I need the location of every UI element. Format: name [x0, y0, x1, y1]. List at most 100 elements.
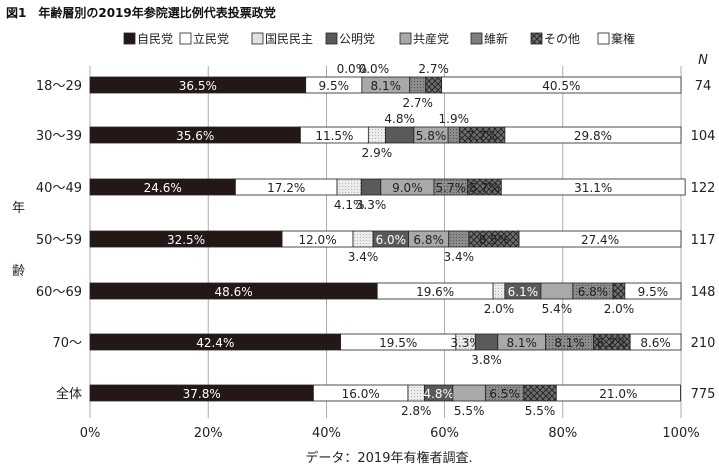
bar-segment [492, 282, 506, 300]
bar-segment [447, 126, 460, 144]
legend-swatch-0 [123, 32, 136, 45]
legend-label-4: 共産党 [413, 31, 449, 46]
legend-swatch-5 [470, 32, 483, 45]
data-label: 8.5% [479, 233, 510, 247]
data-label: 42.4% [196, 336, 234, 350]
n-value: 210 [691, 336, 716, 351]
data-label: 24.6% [144, 181, 182, 195]
data-label: 16.0% [342, 387, 380, 401]
x-tick-label: 60% [430, 426, 459, 441]
data-label: 31.1% [574, 181, 612, 195]
data-label: 0.0% [359, 62, 390, 76]
bar-segment [540, 282, 574, 300]
data-label: 6.2% [597, 336, 628, 350]
data-label: 36.5% [179, 79, 217, 93]
legend-swatch-1 [179, 32, 192, 45]
data-label: 3.8% [471, 353, 502, 367]
data-label: 29.8% [574, 129, 612, 143]
data-label: 19.6% [416, 285, 454, 299]
x-axis-ticks: 0% 20% 40% 60% 80% 100% [80, 426, 700, 441]
data-label: 3.3% [450, 336, 481, 350]
bar-segment [448, 230, 470, 248]
legend-swatch-7 [597, 32, 610, 45]
category-labels: 18〜29 30〜39 40〜49 50〜59 60〜69 70〜全体 [36, 79, 82, 402]
n-values: 74 104 122 117 148 210 775 [691, 79, 716, 402]
bar-segment [523, 384, 557, 402]
bar-segment [474, 333, 499, 351]
n-column-header: N [698, 53, 708, 68]
y-axis-label: 年 齢 [12, 201, 25, 279]
legend: 自民党 立民党 国民民主 公明党 共産党 維新 その他 棄権 [123, 31, 635, 46]
y-axis-label-char-2: 齢 [12, 264, 25, 279]
bar-segment [352, 230, 374, 248]
data-label: 19.5% [379, 336, 417, 350]
data-label: 4.1% [334, 198, 365, 212]
legend-label-0: 自民党 [137, 31, 173, 46]
data-label: 6.0% [376, 233, 407, 247]
data-label: 8.1% [371, 79, 402, 93]
data-label: 8.1% [554, 336, 585, 350]
category-label: 50〜59 [36, 233, 82, 248]
x-tick-label: 100% [662, 426, 699, 441]
data-label: 2.9% [362, 146, 393, 160]
bar-segment [612, 282, 626, 300]
category-label: 40〜49 [36, 181, 82, 196]
data-label: 37.8% [183, 387, 221, 401]
data-label: 8.1% [506, 336, 537, 350]
bar-segment [518, 230, 682, 248]
data-label: 7.7% [467, 129, 498, 143]
bars: 36.5% 9.5%0.0%0.0%8.1%2.7%2.7%40.5%35.6% 1… [89, 62, 686, 418]
data-label: 32.5% [167, 233, 205, 247]
data-label: 5.8% [416, 129, 447, 143]
data-label: 48.6% [215, 285, 253, 299]
data-label: 5.5% [454, 404, 485, 418]
data-label: 0.0% [337, 62, 368, 76]
data-label: 3.3% [356, 198, 387, 212]
chart-title: 図1 年齢層別の2019年参院選比例代表投票政党 [6, 5, 276, 20]
data-label: 4.8% [384, 112, 415, 126]
data-label: 6.8% [413, 233, 444, 247]
bar-segment [367, 126, 386, 144]
x-tick-label: 20% [194, 426, 223, 441]
x-tick-label: 40% [312, 426, 341, 441]
bar-segment [385, 126, 415, 144]
data-label: 6.8% [578, 285, 609, 299]
source-note: データ：2019年有権者調査. [305, 450, 472, 466]
y-axis-label-char-1: 年 [12, 201, 25, 216]
x-tick-label: 0% [80, 426, 101, 441]
category-label: 60〜69 [36, 285, 82, 300]
legend-label-5: 維新 [484, 31, 508, 46]
data-label: 6.1% [508, 285, 539, 299]
n-value: 122 [691, 181, 716, 196]
legend-swatch-3 [325, 32, 338, 45]
bar-segment [336, 178, 362, 196]
bar-segment [500, 178, 686, 196]
data-label: 2.0% [604, 302, 635, 316]
bar-segment [555, 384, 681, 402]
data-label: 17.2% [267, 181, 305, 195]
category-label: 70〜 [52, 336, 82, 351]
data-label: 2.0% [484, 302, 515, 316]
x-tick-label: 80% [548, 426, 577, 441]
data-label: 2.7% [418, 62, 449, 76]
bar-segment [629, 333, 682, 351]
data-label: 5.7% [469, 181, 500, 195]
data-label: 1.9% [439, 112, 470, 126]
data-label: 5.7% [436, 181, 467, 195]
data-label: 40.5% [542, 79, 580, 93]
data-label: 2.8% [401, 404, 432, 418]
data-label: 27.4% [581, 233, 619, 247]
data-label: 9.5% [319, 79, 350, 93]
n-value: 117 [691, 233, 716, 248]
data-label: 3.4% [348, 250, 379, 264]
legend-label-1: 立民党 [193, 31, 229, 46]
bar-segment [425, 76, 443, 94]
category-label: 30〜39 [36, 129, 82, 144]
n-value: 148 [691, 285, 716, 300]
n-value: 74 [695, 79, 712, 94]
bar-segment [441, 76, 682, 94]
data-label: 11.5% [315, 129, 353, 143]
legend-swatch-2 [251, 32, 264, 45]
